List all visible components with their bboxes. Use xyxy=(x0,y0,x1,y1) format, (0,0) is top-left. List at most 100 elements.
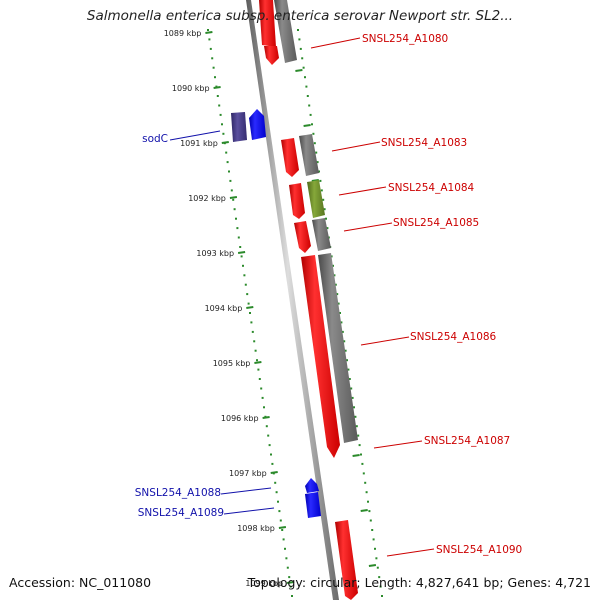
label-a1087[interactable]: SNSL254_A1087 xyxy=(424,435,510,447)
inner-ring-dot xyxy=(265,425,268,428)
feature-a1080-gray[interactable] xyxy=(274,0,297,63)
outer-ring-dot xyxy=(332,264,334,267)
inner-ring-dot xyxy=(288,576,291,579)
feature-a1089-cds[interactable] xyxy=(305,492,321,518)
inner-ring-dot xyxy=(236,227,239,230)
feature-a1087-gray[interactable] xyxy=(318,253,358,443)
leader-a1090 xyxy=(386,548,435,557)
scale-tick-mark xyxy=(237,251,246,254)
outer-ring-dot xyxy=(361,462,364,465)
label-a1084[interactable]: SNSL254_A1084 xyxy=(388,182,475,194)
outer-ring-dot xyxy=(351,396,354,399)
inner-ring-dot xyxy=(263,406,265,409)
outer-ring-dot xyxy=(311,123,313,126)
outer-ring-dot xyxy=(353,406,355,409)
feature-a1080-cds[interactable] xyxy=(259,0,276,47)
outer-ring-dot xyxy=(320,189,323,192)
outer-ring-dot xyxy=(340,321,343,324)
inner-ring-dot xyxy=(256,359,258,362)
outer-ring-dot xyxy=(309,113,312,116)
scale-tick-label: 1094 kbp xyxy=(205,304,243,313)
feature-a1085-gray[interactable] xyxy=(312,218,331,251)
outer-ring-dot xyxy=(312,132,315,135)
outer-ring-dot xyxy=(346,359,348,362)
outer-tick-mark xyxy=(303,124,311,127)
scale-tick-mark xyxy=(270,471,278,474)
inner-ring-dot xyxy=(230,189,233,192)
scale-tick-label: 1097 kbp xyxy=(229,469,267,478)
outer-ring-dot xyxy=(347,368,350,371)
leader-sodc xyxy=(169,130,221,141)
inner-ring-dot xyxy=(268,444,271,447)
scale-tick-label: 1093 kbp xyxy=(196,249,234,258)
inner-ring-dot xyxy=(281,529,284,531)
inner-ring-dot xyxy=(258,378,261,380)
outer-ring-dot xyxy=(367,500,369,503)
scale-tick-mark xyxy=(262,416,270,419)
inner-ring-dot xyxy=(286,566,289,569)
feature-a1080b-cds[interactable] xyxy=(264,46,279,65)
accession-text: Accession: NC_011080 xyxy=(9,575,152,590)
outer-ring-dot xyxy=(371,529,374,531)
label-a1085[interactable]: SNSL254_A1085 xyxy=(393,217,479,229)
outer-ring-dot xyxy=(354,415,357,418)
outer-ring-dot xyxy=(316,161,319,164)
inner-ring-dot xyxy=(244,283,247,286)
gene-labels: sodC SNSL254_A1080 SNSL254_A1083 SNSL254… xyxy=(135,33,522,556)
outer-ring-dot xyxy=(375,557,378,560)
map-title: Salmonella enterica subsp. enterica sero… xyxy=(86,8,514,24)
outer-ring-dot xyxy=(301,57,304,60)
outer-ring-dot xyxy=(376,566,379,569)
inner-ring-dot xyxy=(235,217,237,220)
outer-ring-dot xyxy=(343,340,346,343)
outer-tick-mark xyxy=(295,69,303,72)
outer-ring-dot xyxy=(304,76,306,79)
feature-a1084-olive[interactable] xyxy=(307,180,325,218)
label-a1086[interactable]: SNSL254_A1086 xyxy=(410,331,497,343)
label-a1089[interactable]: SNSL254_A1089 xyxy=(138,507,224,519)
outer-ring-dot xyxy=(362,472,365,475)
inner-ring-dot xyxy=(275,491,278,494)
inner-ring-dot xyxy=(225,151,228,154)
feature-a1084-cds[interactable] xyxy=(289,183,305,219)
outer-ring-dot xyxy=(341,330,344,333)
inner-ring-dot xyxy=(251,330,254,333)
inner-ring-dot xyxy=(212,66,215,69)
label-a1088[interactable]: SNSL254_A1088 xyxy=(135,487,221,499)
inner-ring-dot xyxy=(209,47,212,50)
label-a1080[interactable]: SNSL254_A1080 xyxy=(362,33,448,45)
scale-tick-label: 1099 kbp xyxy=(245,579,283,588)
outer-ring-dot xyxy=(333,274,336,277)
label-leaders xyxy=(169,37,435,557)
inner-ring-dot xyxy=(279,519,282,522)
inner-ring-dot xyxy=(228,170,230,173)
outer-ring-dot xyxy=(308,104,311,107)
label-a1090[interactable]: SNSL254_A1090 xyxy=(436,544,522,556)
outer-ring-dot xyxy=(360,453,362,456)
outer-ring-dot xyxy=(305,85,308,88)
label-sodc[interactable]: sodC xyxy=(142,133,168,145)
feature-a1090-cds[interactable] xyxy=(335,520,358,600)
inner-ring-dot xyxy=(274,481,277,484)
feature-a1085-cds[interactable] xyxy=(294,221,311,253)
label-a1083[interactable]: SNSL254_A1083 xyxy=(381,137,467,149)
feature-a1086-cds[interactable] xyxy=(301,255,340,458)
inner-ring-dot xyxy=(237,236,240,239)
outer-ring-dot xyxy=(365,491,368,494)
inner-ring-dot xyxy=(285,557,288,560)
inner-ring-dot xyxy=(291,595,293,597)
feature-a1083-gray[interactable] xyxy=(299,134,319,176)
leader-a1080 xyxy=(310,37,361,49)
genome-summary: Topology: circular; Length: 4,827,641 bp… xyxy=(247,575,591,590)
feature-sodc-cds[interactable] xyxy=(249,109,266,140)
feature-a1083-cds[interactable] xyxy=(281,138,299,177)
inner-ring-dot xyxy=(260,387,263,390)
feature-a1088-cds[interactable] xyxy=(305,478,319,493)
feature-sodc-purple[interactable] xyxy=(231,112,247,142)
inner-ring-dot xyxy=(240,255,243,258)
inner-ring-dot xyxy=(249,312,251,314)
outer-tick-mark xyxy=(311,179,319,182)
inner-ring-dot xyxy=(270,453,272,456)
